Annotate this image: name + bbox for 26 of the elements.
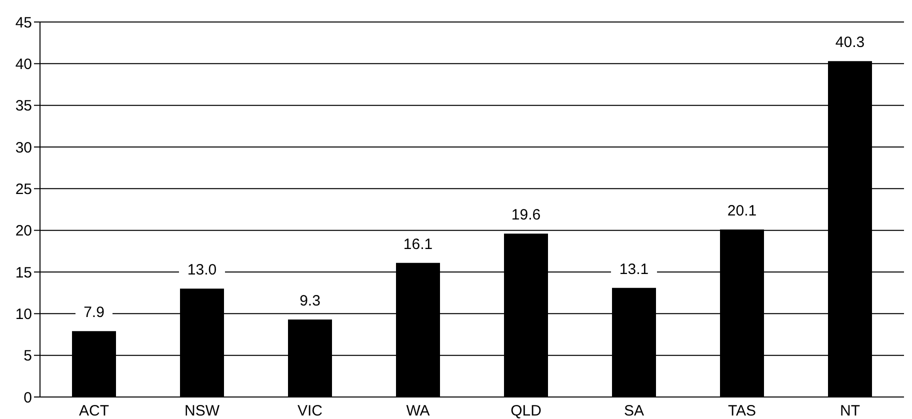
- data-label: 16.1: [403, 236, 433, 253]
- y-tick-label: 40: [15, 56, 32, 73]
- x-tick-label: WA: [406, 402, 430, 419]
- data-label: 13.1: [619, 260, 649, 278]
- y-tick-label: 0: [24, 389, 32, 406]
- y-tick-label: 20: [15, 222, 32, 240]
- data-label: 20.1: [727, 202, 757, 220]
- x-tick-label: NT: [840, 402, 860, 419]
- y-tick-label: 35: [15, 98, 32, 115]
- y-tick-label: 5: [24, 348, 32, 365]
- y-tick-label: 15: [15, 264, 32, 282]
- data-label: 19.6: [511, 206, 541, 224]
- x-tick-label: SA: [624, 402, 644, 419]
- x-tick-label: NSW: [184, 402, 220, 419]
- data-label: 9.3: [300, 292, 320, 310]
- x-tick-label: VIC: [297, 402, 323, 419]
- x-tick-label: QLD: [510, 402, 542, 419]
- data-label: 13.0: [187, 262, 217, 279]
- x-tick-label: TAS: [728, 402, 756, 419]
- y-tick-label: 25: [15, 180, 32, 198]
- y-tick-label: 10: [15, 306, 32, 323]
- data-label: 7.9: [84, 304, 104, 322]
- x-tick-label: ACT: [79, 402, 109, 419]
- data-label: 40.3: [835, 34, 865, 52]
- y-tick-label: 30: [15, 139, 32, 156]
- y-tick-label: 45: [15, 14, 32, 32]
